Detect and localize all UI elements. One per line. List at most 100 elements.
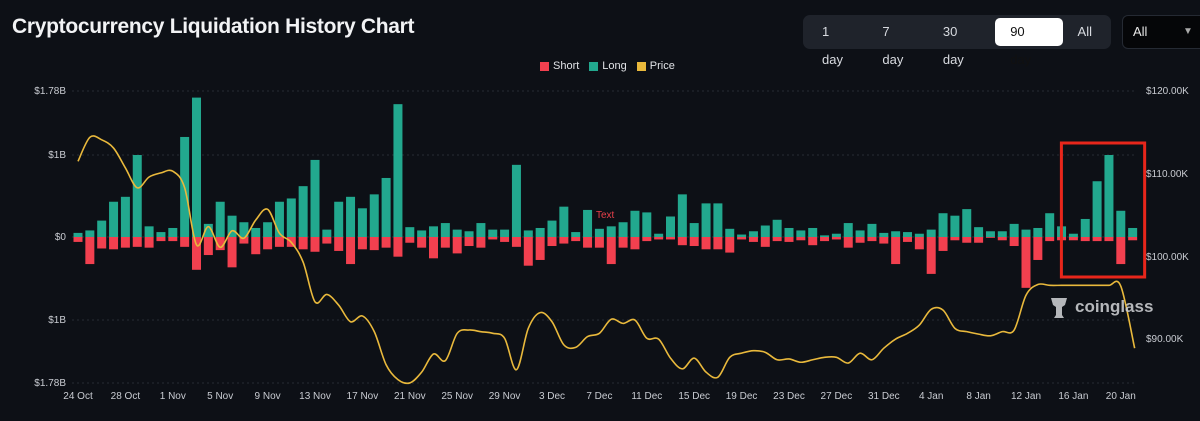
short-bar[interactable]: [334, 237, 344, 251]
long-bar[interactable]: [997, 231, 1007, 237]
long-bar[interactable]: [500, 229, 510, 237]
short-bar[interactable]: [1021, 237, 1031, 288]
long-bar[interactable]: [820, 235, 830, 237]
long-bar[interactable]: [405, 227, 415, 237]
short-bar[interactable]: [440, 237, 450, 248]
long-bar[interactable]: [547, 220, 557, 237]
short-bar[interactable]: [891, 237, 901, 265]
short-bar[interactable]: [452, 237, 462, 254]
short-bar[interactable]: [820, 237, 830, 242]
long-bar[interactable]: [239, 222, 249, 237]
short-bar[interactable]: [583, 237, 593, 248]
long-bar[interactable]: [974, 227, 984, 237]
long-bar[interactable]: [192, 97, 201, 237]
long-bar[interactable]: [594, 228, 604, 237]
long-bar[interactable]: [784, 227, 794, 237]
short-bar[interactable]: [855, 237, 865, 243]
long-bar[interactable]: [429, 226, 438, 237]
long-bar[interactable]: [357, 208, 367, 237]
symbol-select[interactable]: All ▼: [1122, 15, 1200, 49]
long-bar[interactable]: [227, 215, 237, 237]
long-bar[interactable]: [215, 201, 225, 237]
long-bar[interactable]: [322, 229, 332, 237]
tab-90-day[interactable]: 90 day: [995, 18, 1063, 67]
short-bar[interactable]: [654, 237, 664, 240]
short-bar[interactable]: [500, 237, 510, 242]
long-bar[interactable]: [1021, 229, 1031, 237]
tab-1-day[interactable]: 1 day: [822, 24, 843, 67]
short-bar[interactable]: [689, 237, 699, 247]
long-bar[interactable]: [962, 209, 972, 237]
long-bar[interactable]: [1104, 155, 1114, 237]
tab-7-day[interactable]: 7 day: [882, 24, 904, 67]
short-bar[interactable]: [737, 237, 747, 240]
long-bar[interactable]: [903, 232, 912, 237]
short-bar[interactable]: [192, 237, 201, 270]
short-bar[interactable]: [903, 237, 912, 242]
long-bar[interactable]: [1092, 181, 1102, 237]
short-bar[interactable]: [1080, 237, 1090, 242]
short-bar[interactable]: [109, 237, 119, 250]
long-bar[interactable]: [583, 209, 593, 237]
legend-price[interactable]: Price: [636, 60, 675, 72]
long-bar[interactable]: [369, 194, 379, 237]
legend-short[interactable]: Short: [540, 60, 579, 72]
short-bar[interactable]: [748, 237, 758, 242]
short-bar[interactable]: [227, 237, 237, 268]
long-bar[interactable]: [203, 223, 213, 237]
short-bar[interactable]: [879, 237, 889, 244]
long-bar[interactable]: [926, 229, 936, 237]
short-bar[interactable]: [310, 237, 320, 252]
long-bar[interactable]: [642, 212, 652, 237]
short-bar[interactable]: [974, 237, 984, 243]
long-bar[interactable]: [1068, 233, 1078, 237]
long-bar[interactable]: [286, 198, 296, 237]
short-bar[interactable]: [843, 237, 853, 248]
long-bar[interactable]: [748, 231, 758, 237]
short-bar[interactable]: [180, 237, 190, 247]
long-bar[interactable]: [737, 234, 747, 237]
long-bar[interactable]: [132, 155, 142, 237]
short-bar[interactable]: [677, 237, 687, 246]
long-bar[interactable]: [1116, 210, 1126, 237]
long-bar[interactable]: [950, 215, 960, 237]
short-bar[interactable]: [772, 237, 782, 242]
short-bar[interactable]: [239, 237, 249, 244]
short-bar[interactable]: [73, 237, 83, 242]
short-bar[interactable]: [464, 237, 474, 247]
tab-all[interactable]: All: [1077, 24, 1092, 39]
short-bar[interactable]: [1104, 237, 1114, 242]
short-bar[interactable]: [559, 237, 569, 244]
long-bar[interactable]: [334, 201, 344, 237]
short-bar[interactable]: [831, 237, 841, 240]
short-bar[interactable]: [914, 237, 924, 250]
short-bar[interactable]: [85, 237, 95, 265]
short-bar[interactable]: [405, 237, 415, 243]
long-bar[interactable]: [867, 223, 877, 237]
short-bar[interactable]: [511, 237, 521, 247]
short-bar[interactable]: [251, 237, 261, 255]
long-bar[interactable]: [476, 223, 486, 237]
short-bar[interactable]: [417, 237, 427, 248]
short-bar[interactable]: [606, 237, 616, 265]
long-bar[interactable]: [168, 227, 178, 237]
short-bar[interactable]: [1045, 237, 1055, 242]
long-bar[interactable]: [1080, 218, 1090, 237]
short-bar[interactable]: [346, 237, 356, 265]
long-bar[interactable]: [879, 232, 889, 237]
short-bar[interactable]: [962, 237, 972, 243]
long-bar[interactable]: [488, 229, 498, 237]
short-bar[interactable]: [1033, 237, 1043, 260]
long-bar[interactable]: [251, 227, 261, 237]
short-bar[interactable]: [867, 237, 877, 242]
long-bar[interactable]: [1045, 213, 1055, 237]
long-bar[interactable]: [452, 229, 462, 237]
short-bar[interactable]: [1068, 237, 1078, 241]
long-bar[interactable]: [701, 203, 711, 237]
short-bar[interactable]: [701, 237, 711, 250]
short-bar[interactable]: [926, 237, 936, 274]
long-bar[interactable]: [1033, 227, 1043, 237]
long-bar[interactable]: [310, 159, 320, 237]
long-bar[interactable]: [440, 223, 450, 237]
long-bar[interactable]: [1128, 227, 1138, 237]
